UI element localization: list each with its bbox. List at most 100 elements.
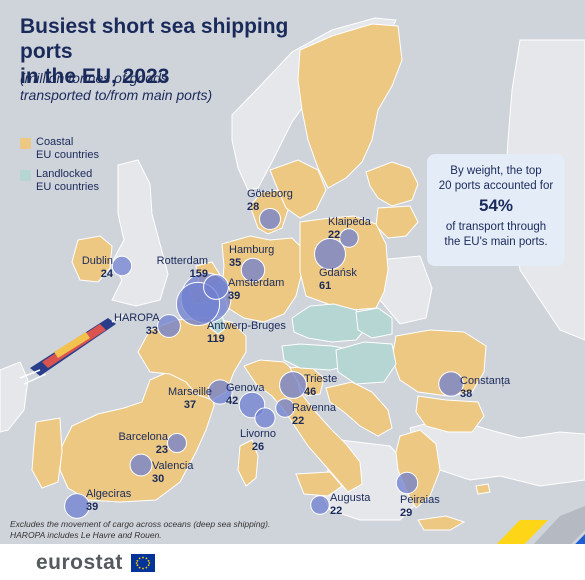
port-bubble-hamburg <box>240 257 266 283</box>
callout-outro: of transport through the EU's main ports… <box>427 220 565 250</box>
footnote-line-1: Excludes the movement of cargo across oc… <box>10 519 271 529</box>
eu-flag-icon <box>131 554 155 572</box>
port-value-barcelona: 23 <box>155 444 168 456</box>
legend-coastal-line-2: EU countries <box>36 149 99 161</box>
subtitle: (million tonnes of goods transported to/… <box>20 70 320 104</box>
port-name-augusta: Augusta <box>330 492 371 504</box>
footnote-line-2: HAROPA includes Le Havre and Rouen. <box>10 530 162 540</box>
port-label-barcelona: Barcelona 23 <box>112 431 168 457</box>
port-label-valencia: Valencia 30 <box>152 460 193 486</box>
port-name-gdansk: Gdańsk <box>319 267 357 279</box>
port-label-goteborg: Göteborg 28 <box>247 188 293 214</box>
port-name-goteborg: Göteborg <box>247 188 293 200</box>
port-name-dublin: Dublin <box>81 255 113 267</box>
callout-line-1: By weight, the top <box>450 165 542 177</box>
port-bubble-peiraias <box>395 471 419 495</box>
port-name-peiraias: Peiraias <box>400 494 440 506</box>
subtitle-line-1: (million tonnes of goods <box>20 70 168 86</box>
port-bubble-haropa <box>157 314 181 338</box>
legend-coastal-swatch <box>20 138 31 149</box>
port-value-klaipeda: 22 <box>328 229 341 241</box>
port-value-genova: 42 <box>226 395 239 407</box>
port-name-antwerp-bruges: Antwerp-Bruges <box>207 320 286 332</box>
legend-landlocked-line-2: EU countries <box>36 181 99 193</box>
port-name-ravenna: Ravenna <box>292 402 337 414</box>
legend-landlocked-swatch <box>20 170 31 181</box>
port-label-hamburg: Hamburg 35 <box>229 244 274 270</box>
port-name-genova: Genova <box>226 382 265 394</box>
port-label-trieste: Trieste 46 <box>304 373 337 399</box>
port-value-haropa: 33 <box>145 325 158 337</box>
port-bubble-augusta <box>310 495 330 515</box>
port-bubble-dublin <box>111 255 133 277</box>
port-value-constanta: 38 <box>460 388 473 400</box>
port-bubble-goteborg <box>259 208 281 230</box>
summary-callout: By weight, the top 20 ports accounted fo… <box>427 154 565 266</box>
port-value-augusta: 22 <box>330 505 343 517</box>
legend-landlocked: Landlocked EU countries <box>20 168 150 198</box>
port-bubble-livorno <box>254 407 276 429</box>
port-value-antwerp-bruges: 119 <box>207 333 225 345</box>
subtitle-line-2: transported to/from main ports) <box>20 87 213 103</box>
port-name-klaipeda: Klaipėda <box>328 216 371 228</box>
port-label-klaipeda: Klaipėda 22 <box>328 216 371 242</box>
port-name-algeciras: Algeciras <box>86 488 132 500</box>
port-label-algeciras: Algeciras 39 <box>86 488 131 514</box>
callout-percent: 54% <box>478 196 514 215</box>
port-name-marseille: Marseille <box>168 386 213 398</box>
port-value-dublin: 24 <box>100 268 113 280</box>
port-name-amsterdam: Amsterdam <box>228 277 285 289</box>
port-value-gdansk: 61 <box>319 280 332 292</box>
port-value-peiraias: 29 <box>400 507 413 519</box>
callout-intro: By weight, the top 20 ports accounted fo… <box>427 164 565 194</box>
page-title: Busiest short sea shipping ports in the … <box>20 14 320 89</box>
legend-coastal-line-1: Coastal <box>36 136 74 148</box>
port-value-algeciras: 39 <box>86 501 99 513</box>
port-name-hamburg: Hamburg <box>229 244 275 256</box>
port-value-marseille: 37 <box>183 399 197 411</box>
legend-landlocked-line-1: Landlocked <box>36 168 93 180</box>
port-label-augusta: Augusta 22 <box>330 492 370 518</box>
port-label-amsterdam: Amsterdam 39 <box>228 277 284 303</box>
ship-cargo <box>54 332 90 358</box>
legend-coastal-label: Coastal EU countries <box>36 136 146 162</box>
port-bubble-amsterdam <box>203 274 229 300</box>
port-value-hamburg: 35 <box>229 257 242 269</box>
ship-wake <box>19 313 127 385</box>
port-label-constanta: Constanța 38 <box>460 375 510 401</box>
port-bubble-algeciras <box>64 493 90 519</box>
ship-illustration <box>19 313 127 385</box>
port-value-valencia: 30 <box>152 473 165 485</box>
port-bubble-marseille <box>207 379 233 405</box>
port-bubble-valencia <box>129 453 153 477</box>
port-label-ravenna: Ravenna 22 <box>292 402 336 428</box>
callout-line-3: of transport through <box>445 221 547 233</box>
port-value-rotterdam: 159 <box>189 268 208 280</box>
port-bubble-klaipeda <box>339 228 359 248</box>
footnote: Excludes the movement of cargo across oc… <box>10 519 340 541</box>
footer-bar <box>0 544 585 580</box>
port-label-dublin: Dublin 24 <box>71 255 113 281</box>
port-bubble-gdansk <box>314 238 346 270</box>
eurostat-logo-text: eurostat <box>36 551 123 574</box>
port-label-haropa: HAROPA 33 <box>114 312 160 338</box>
port-name-haropa: HAROPA <box>114 312 160 324</box>
port-bubbles <box>64 208 464 519</box>
port-name-livorno: Livorno <box>239 428 277 440</box>
port-label-antwerp-bruges: Antwerp-Bruges 119 <box>207 320 286 346</box>
port-label-genova: Genova 42 <box>226 382 265 408</box>
port-value-amsterdam: 39 <box>228 290 241 302</box>
port-label-peiraias: Peiraias 29 <box>400 494 440 520</box>
port-value-ravenna: 22 <box>292 415 305 427</box>
callout-line-2: 20 ports accounted for <box>438 180 554 192</box>
port-bubble-constanta <box>438 371 464 397</box>
port-label-rotterdam: Rotterdam 159 <box>148 255 208 281</box>
landlocked-eu-land <box>209 303 397 385</box>
port-label-marseille: Marseille 37 <box>168 386 212 412</box>
port-name-constanta: Constanța <box>460 375 511 387</box>
port-bubble-trieste <box>279 371 307 399</box>
title-line-2: in the EU, 2023 <box>20 65 170 88</box>
port-name-barcelona: Barcelona <box>118 431 168 443</box>
